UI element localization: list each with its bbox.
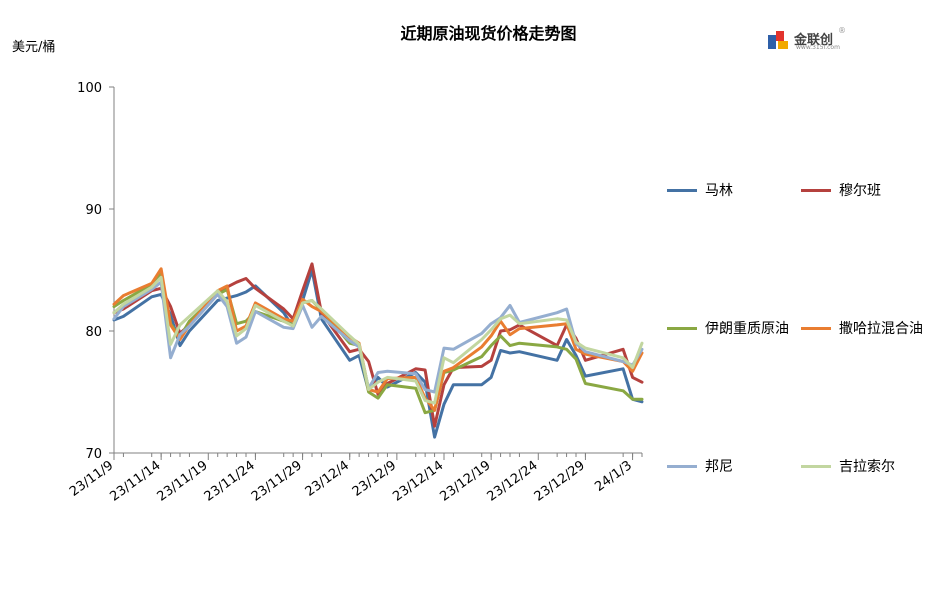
logo-registered-mark: ® bbox=[838, 26, 846, 35]
x-tick-label: 23/12/19 bbox=[437, 458, 493, 504]
y-tick-label: 100 bbox=[77, 81, 102, 96]
x-tick-label: 23/12/24 bbox=[485, 458, 541, 504]
legend-label: 撒哈拉混合油 bbox=[839, 321, 923, 337]
legend-swatch bbox=[667, 188, 697, 192]
x-tick-label: 23/11/14 bbox=[107, 458, 163, 504]
logo-text: 金联创 bbox=[794, 33, 834, 48]
legend-label: 邦尼 bbox=[705, 459, 733, 475]
y-tick-label: 80 bbox=[85, 325, 102, 340]
chart-title: 近期原油现货价格走势图 bbox=[400, 24, 577, 43]
x-tick-label: 23/12/4 bbox=[303, 458, 352, 500]
chart-axes: 70809010023/11/923/11/1423/11/1923/11/24… bbox=[67, 81, 643, 505]
x-tick-label: 23/11/19 bbox=[155, 458, 211, 504]
legend-item: 吉拉索尔 bbox=[801, 456, 895, 476]
y-axis-unit-label: 美元/桶 bbox=[12, 40, 56, 55]
legend-item: 伊朗重质原油 bbox=[667, 318, 789, 338]
brand-logo: 金联创 www.315i.com ® bbox=[766, 26, 856, 52]
x-tick-label: 24/1/3 bbox=[592, 458, 635, 495]
legend-swatch bbox=[667, 464, 697, 468]
chart-series-lines bbox=[112, 262, 644, 439]
legend-label: 吉拉索尔 bbox=[839, 459, 895, 475]
legend-label: 穆尔班 bbox=[839, 183, 881, 199]
x-tick-label: 23/12/29 bbox=[532, 458, 588, 504]
y-tick-label: 70 bbox=[85, 447, 102, 462]
legend-swatch bbox=[801, 326, 831, 330]
legend-item: 穆尔班 bbox=[801, 180, 881, 200]
legend-label: 马林 bbox=[705, 183, 733, 199]
legend-swatch bbox=[667, 326, 697, 330]
series-line-邦尼 bbox=[112, 280, 644, 394]
legend-item: 撒哈拉混合油 bbox=[801, 318, 923, 338]
logo-mark-icon bbox=[768, 31, 788, 49]
legend-swatch bbox=[801, 464, 831, 468]
x-tick-label: 23/11/24 bbox=[202, 458, 258, 504]
x-tick-label: 23/12/14 bbox=[390, 458, 446, 504]
legend-swatch bbox=[801, 188, 831, 192]
legend-label: 伊朗重质原油 bbox=[705, 321, 789, 337]
y-tick-label: 90 bbox=[85, 203, 102, 218]
series-line-马林 bbox=[112, 268, 644, 439]
legend-item: 马林 bbox=[667, 180, 733, 200]
logo-subtext: www.315i.com bbox=[796, 44, 840, 51]
legend-item: 邦尼 bbox=[667, 456, 733, 476]
x-tick-label: 23/11/29 bbox=[249, 458, 305, 504]
series-line-吉拉索尔 bbox=[112, 275, 644, 405]
